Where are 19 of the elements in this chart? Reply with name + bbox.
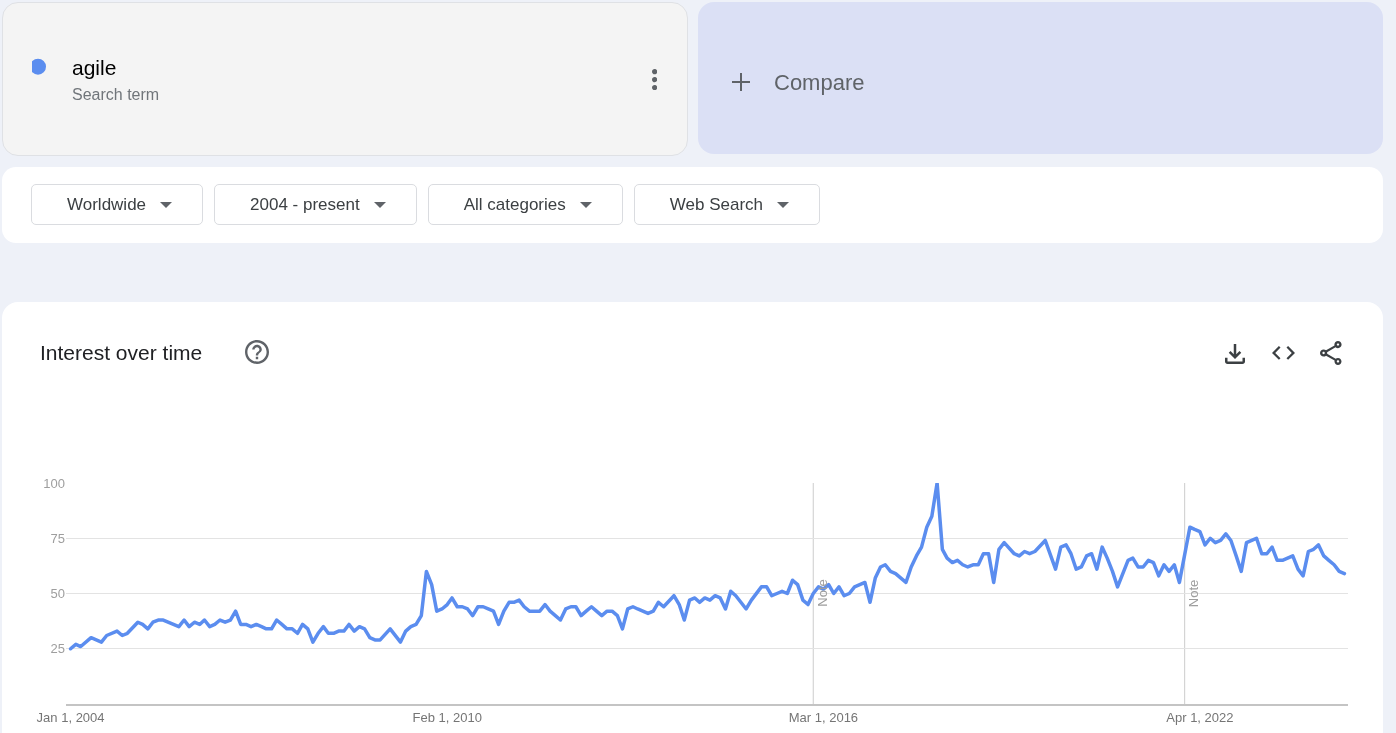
y-tick-label: 75 — [50, 530, 65, 546]
dropdown-button: 2004 - present — [214, 184, 417, 225]
x-tick-label: Jan 1, 2004 — [36, 709, 105, 725]
y-tick-label: 100 — [43, 475, 65, 491]
legend-label: agile — [72, 55, 117, 79]
ref-line-label: Note — [814, 579, 830, 607]
chart-title: Interest over time — [40, 341, 203, 365]
x-tick-label: Feb 1, 2010 — [412, 709, 482, 725]
dropdown-button: Web Search — [633, 184, 820, 225]
text: Search term — [72, 86, 160, 103]
text: Compare — [774, 70, 865, 95]
y-tick-label: 50 — [50, 586, 65, 602]
y-tick-label: 25 — [50, 641, 65, 657]
ref-line-label: Note — [1186, 579, 1202, 608]
dropdown-button: Worldwide — [31, 184, 204, 225]
dropdown-button: All categories — [427, 184, 623, 225]
x-tick-label: Apr 1, 2022 — [1166, 709, 1234, 725]
line-series — [68, 483, 1347, 651]
x-tick-label: Mar 1, 2016 — [788, 709, 859, 725]
